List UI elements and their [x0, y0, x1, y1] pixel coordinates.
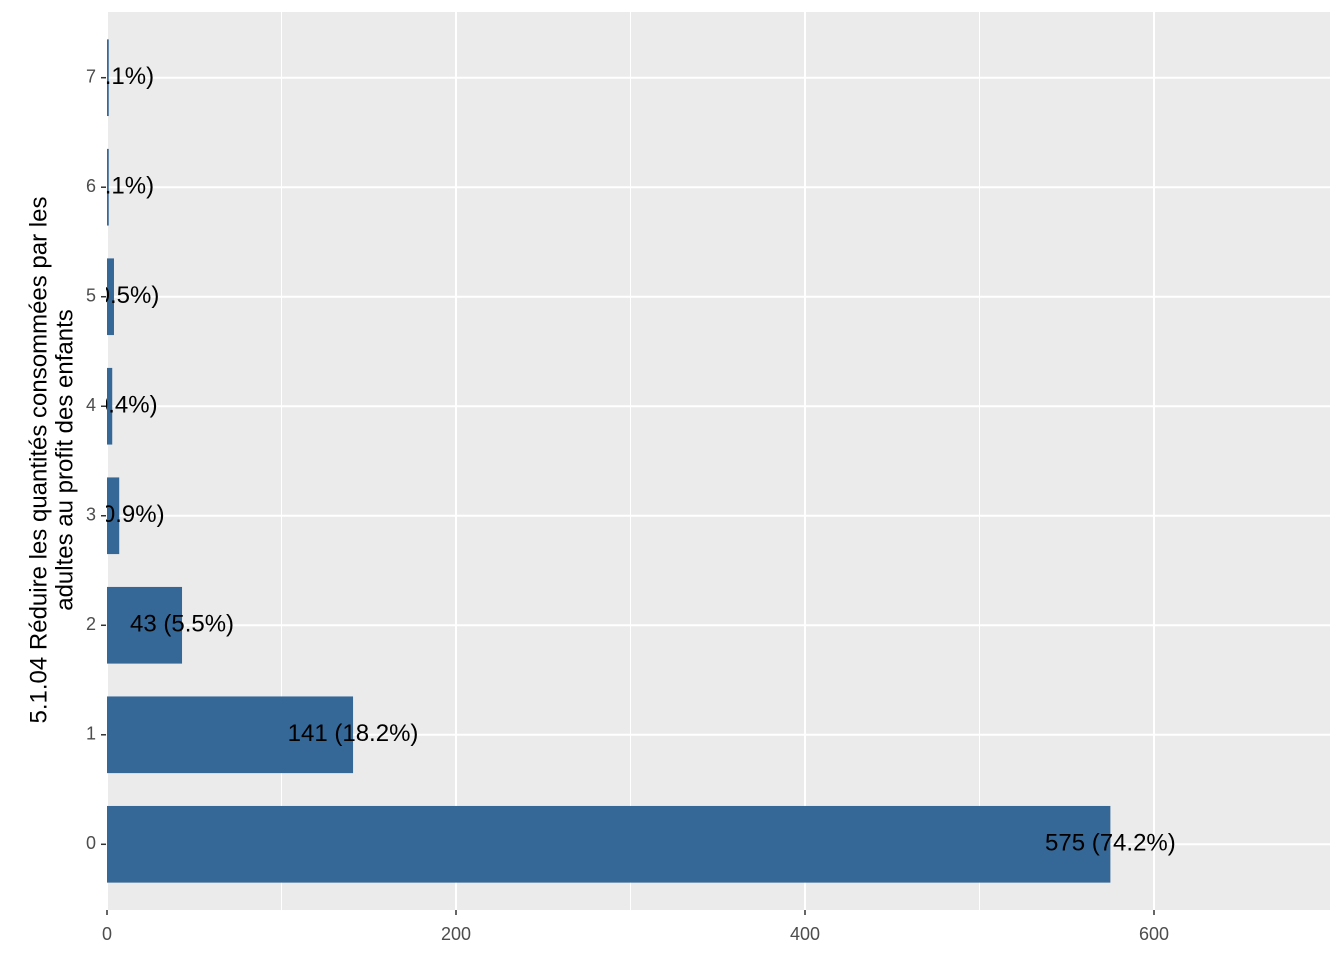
axes: 0 200 400 600 0 1 2 3 4 5 6 7	[86, 66, 1169, 943]
value-label: 1 (0.1%)	[63, 173, 154, 200]
y-title-line: 5.1.04 Réduire les quantités consommées …	[25, 197, 52, 724]
bar	[107, 477, 120, 555]
bar	[107, 805, 1111, 883]
bars: 575 (74.2%)141 (18.2%)43 (5.5%)7 (0.9%)3…	[63, 39, 1176, 883]
bar	[107, 586, 183, 664]
y-tick-label: 2	[86, 614, 96, 634]
y-tick-label: 1	[86, 724, 96, 744]
bar	[107, 696, 354, 774]
value-label: 1 (0.1%)	[63, 63, 154, 90]
y-tick-label: 5	[86, 285, 96, 305]
y-tick-label: 4	[86, 395, 96, 415]
bar	[107, 148, 109, 226]
y-tick-label: 6	[86, 176, 96, 196]
y-tick-label: 3	[86, 505, 96, 525]
value-label: 7 (0.9%)	[74, 501, 165, 528]
value-label: 141 (18.2%)	[288, 720, 419, 747]
y-axis-title: 5.1.04 Réduire les quantités consommées …	[25, 197, 78, 724]
x-tick-label: 400	[790, 924, 820, 944]
bar	[107, 367, 113, 445]
x-tick-label: 600	[1139, 924, 1169, 944]
value-label: 43 (5.5%)	[130, 611, 234, 638]
y-title-line: adultes au profit des enfants	[51, 309, 78, 611]
y-tick-label: 0	[86, 833, 96, 853]
x-tick-label: 200	[441, 924, 471, 944]
value-label: 3 (0.4%)	[67, 392, 158, 419]
bar	[107, 258, 114, 336]
x-tick-label: 0	[102, 924, 112, 944]
panel	[106, 12, 1330, 910]
y-tick-label: 7	[86, 66, 96, 86]
value-label: 4 (0.5%)	[69, 282, 160, 309]
value-label: 575 (74.2%)	[1045, 830, 1176, 857]
bar	[107, 39, 109, 117]
